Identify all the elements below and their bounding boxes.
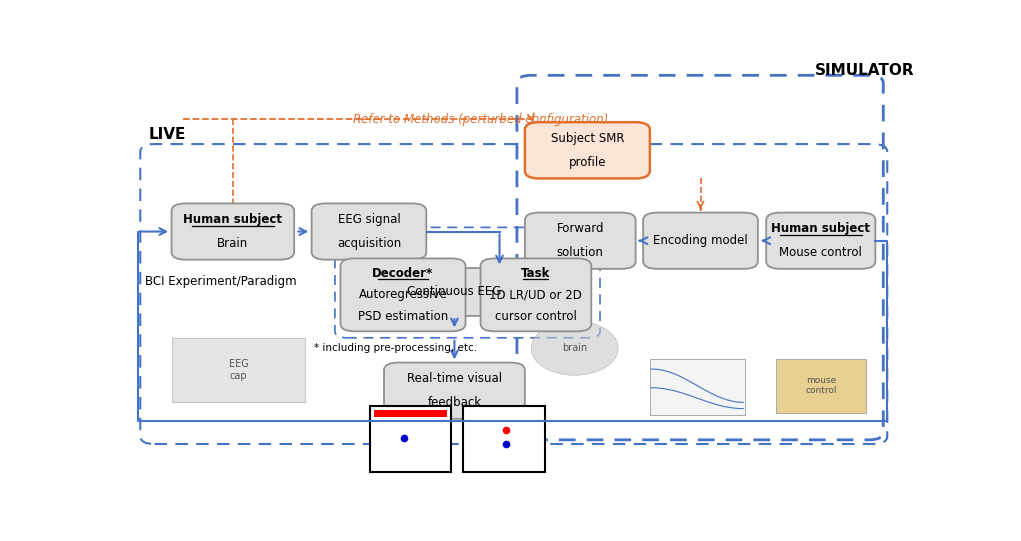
Bar: [172, 338, 305, 403]
Text: acquisition: acquisition: [337, 237, 401, 250]
FancyBboxPatch shape: [525, 213, 636, 269]
Text: Continuous EEG: Continuous EEG: [407, 286, 501, 299]
FancyBboxPatch shape: [397, 268, 512, 316]
Text: Autoregressive: Autoregressive: [358, 288, 447, 301]
Bar: [464, 406, 544, 472]
Text: brain: brain: [563, 343, 587, 353]
FancyBboxPatch shape: [766, 213, 875, 269]
Text: cursor control: cursor control: [495, 310, 577, 323]
Text: Brain: Brain: [217, 237, 248, 250]
FancyBboxPatch shape: [525, 122, 649, 179]
Text: Forward: Forward: [556, 222, 604, 235]
Text: Task: Task: [522, 267, 550, 280]
FancyBboxPatch shape: [340, 259, 466, 331]
Text: Human subject: Human subject: [771, 222, 870, 235]
Text: Real-time visual: Real-time visual: [406, 372, 502, 385]
Text: Encoding model: Encoding model: [653, 234, 748, 247]
Text: * including pre-processing, etc.: * including pre-processing, etc.: [313, 343, 477, 353]
Text: feedback: feedback: [428, 396, 482, 409]
Text: EEG
cap: EEG cap: [229, 359, 248, 381]
Text: PSD estimation: PSD estimation: [358, 310, 448, 323]
Text: LIVE: LIVE: [149, 127, 187, 142]
Text: SIMULATOR: SIMULATOR: [815, 63, 914, 77]
Text: 1D LR/UD or 2D: 1D LR/UD or 2D: [489, 288, 582, 301]
Bar: [776, 359, 866, 413]
FancyBboxPatch shape: [172, 203, 294, 260]
Bar: [649, 359, 744, 415]
Text: EEG signal: EEG signal: [338, 213, 400, 226]
Text: Decoder*: Decoder*: [373, 267, 434, 280]
Text: solution: solution: [556, 246, 603, 259]
Text: profile: profile: [569, 155, 606, 169]
Text: Mouse control: Mouse control: [779, 246, 862, 259]
Ellipse shape: [531, 321, 618, 375]
Text: Human subject: Human subject: [184, 213, 283, 226]
FancyBboxPatch shape: [481, 259, 591, 331]
Text: mouse
control: mouse control: [806, 376, 837, 395]
Text: BCI Experiment/Paradigm: BCI Experiment/Paradigm: [145, 275, 297, 288]
Text: Refer to Methods (perturbed configuration): Refer to Methods (perturbed configuratio…: [353, 113, 609, 126]
Bar: [374, 410, 447, 417]
Bar: [370, 406, 451, 472]
FancyBboxPatch shape: [384, 362, 525, 419]
Text: Subject SMR: Subject SMR: [550, 132, 624, 145]
FancyBboxPatch shape: [311, 203, 427, 260]
FancyBboxPatch shape: [643, 213, 758, 269]
